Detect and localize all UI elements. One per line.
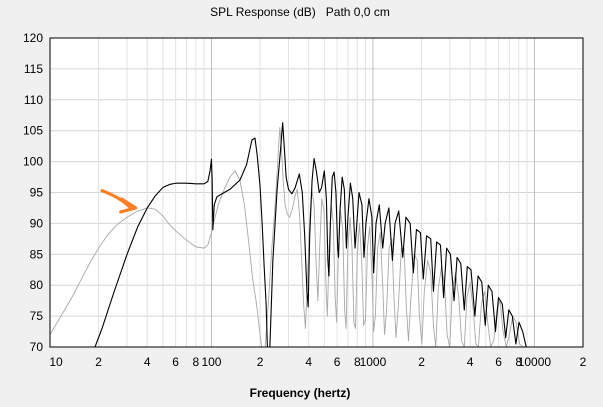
x-tick-label: 100 bbox=[201, 355, 221, 369]
x-tick-label: 6 bbox=[495, 355, 502, 369]
x-tick-label: 4 bbox=[305, 355, 312, 369]
x-tick-label: 10 bbox=[49, 355, 63, 369]
y-tick-label: 75 bbox=[30, 309, 44, 323]
y-tick-label: 80 bbox=[30, 278, 44, 292]
x-tick-label: 6 bbox=[334, 355, 341, 369]
x-tick-label: 8 bbox=[192, 355, 199, 369]
x-tick-label: 1000 bbox=[360, 355, 387, 369]
y-tick-label: 100 bbox=[23, 155, 43, 169]
arrow-shaft bbox=[100, 189, 132, 209]
y-tick-label: 115 bbox=[24, 62, 43, 76]
series-layer bbox=[50, 122, 527, 347]
y-tick-label: 90 bbox=[30, 216, 44, 230]
x-tick-label: 6 bbox=[172, 355, 179, 369]
arrow-head bbox=[119, 197, 138, 214]
x-tick-label: 8 bbox=[515, 355, 522, 369]
series-line-black bbox=[94, 122, 527, 347]
x-tick-label: 4 bbox=[144, 355, 151, 369]
x-tick-label: 4 bbox=[467, 355, 474, 369]
x-tick-label: 10000 bbox=[518, 355, 552, 369]
x-tick-label: 8 bbox=[354, 355, 361, 369]
y-tick-label: 95 bbox=[30, 186, 44, 200]
x-axis-label: Frequency (hertz) bbox=[250, 386, 351, 400]
y-tick-label: 105 bbox=[23, 124, 43, 138]
chart-title: SPL Response (dB) Path 0,0 cm bbox=[210, 5, 390, 19]
plot-frame bbox=[49, 37, 584, 348]
x-tick-label: 2 bbox=[95, 355, 102, 369]
x-tick-label: 2 bbox=[257, 355, 264, 369]
x-tick-label: 2 bbox=[580, 355, 587, 369]
y-tick-label: 120 bbox=[23, 31, 43, 45]
y-tick-label: 110 bbox=[24, 93, 43, 107]
annotation-layer bbox=[100, 189, 138, 214]
y-tick-label: 85 bbox=[30, 247, 44, 261]
x-tick-label: 2 bbox=[418, 355, 425, 369]
y-tick-label: 70 bbox=[30, 340, 44, 354]
